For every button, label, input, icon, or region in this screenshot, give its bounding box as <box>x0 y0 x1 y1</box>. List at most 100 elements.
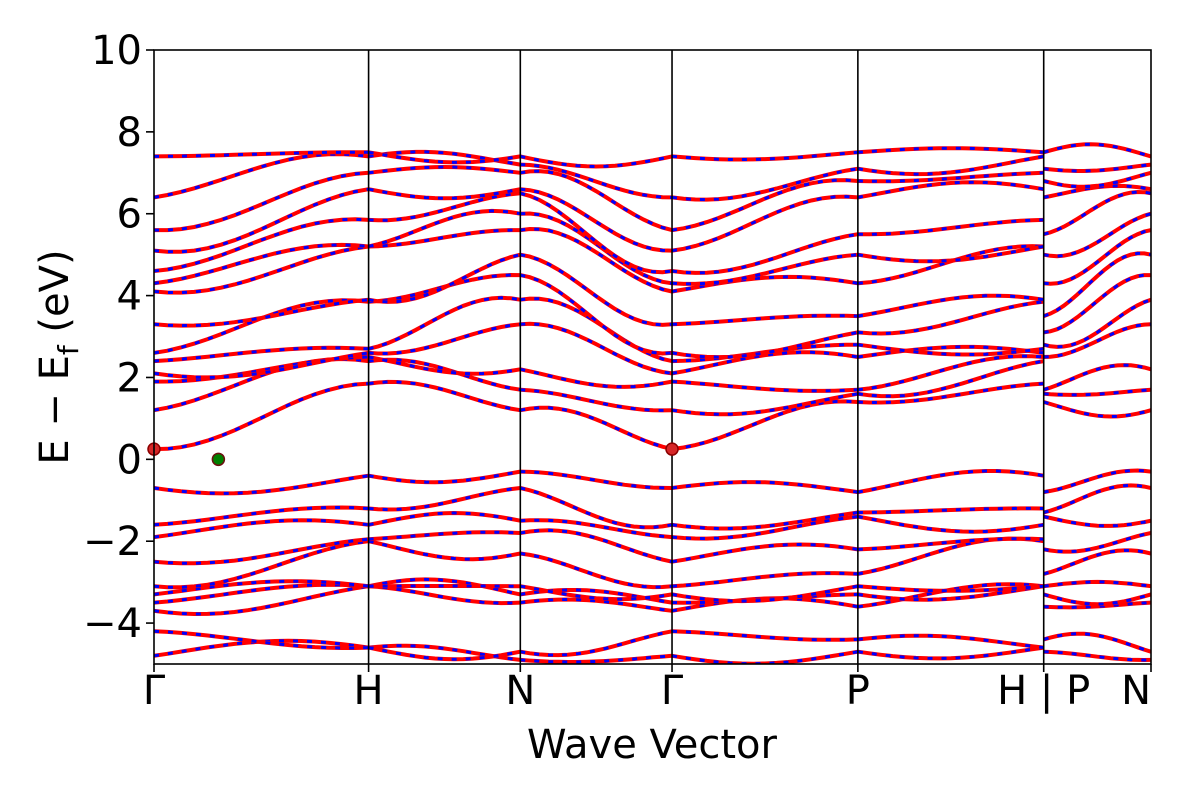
band-line-overlay <box>671 330 859 359</box>
band-line <box>519 629 673 658</box>
band-line-overlay <box>857 537 1044 576</box>
band-line <box>154 350 369 380</box>
band-line <box>154 150 369 159</box>
band-line <box>154 244 369 295</box>
x-tick-label: N <box>1121 668 1151 714</box>
band-line-overlay <box>1043 601 1151 609</box>
band-line-overlay <box>671 511 859 530</box>
band-line <box>520 321 673 376</box>
band-line-overlay <box>1043 163 1151 173</box>
band-line <box>154 629 369 650</box>
band-line-overlay <box>857 345 1044 359</box>
band-line <box>1043 251 1151 318</box>
band-line <box>368 510 521 527</box>
band-line <box>154 584 369 617</box>
band-line-overlay <box>368 577 521 596</box>
band-line <box>671 542 859 564</box>
band-line-overlay <box>671 195 859 253</box>
band-line-overlay <box>857 244 1044 285</box>
y-tick-label: 8 <box>117 110 142 156</box>
band-line <box>368 208 521 249</box>
band-line <box>154 345 369 364</box>
band-line-overlay <box>1043 388 1151 397</box>
band-line-overlay <box>368 539 521 561</box>
band-line-overlay <box>857 245 1044 263</box>
extrema-markers <box>147 442 679 467</box>
band-line-overlay <box>671 480 859 494</box>
band-line-overlay <box>671 392 859 416</box>
extremum-marker <box>211 452 226 467</box>
band-line <box>154 170 369 233</box>
y-tick-label: −4 <box>83 601 142 647</box>
band-line <box>368 295 521 351</box>
band-line-overlay <box>671 343 858 363</box>
y-tick-label: 2 <box>117 355 142 401</box>
x-axis-ticks: Γ H N Γ P H | P N <box>143 664 1152 714</box>
band-line-overlay <box>857 171 1044 183</box>
band-line-overlay <box>671 178 859 232</box>
band-line-overlay <box>1043 483 1151 514</box>
y-axis-title-subscript: f <box>52 344 85 355</box>
band-line-overlay <box>1043 580 1151 588</box>
y-tick-label: −2 <box>83 519 142 565</box>
band-line-overlay <box>520 322 673 375</box>
x-axis-title: Wave Vector <box>527 722 778 768</box>
band-line-overlay <box>520 187 673 253</box>
band-line-overlay <box>857 146 1044 154</box>
band-line <box>1043 142 1151 159</box>
band-line-overlay <box>671 275 859 293</box>
x-tick-label: Γ <box>143 668 166 714</box>
band-line-overlay <box>671 584 859 603</box>
band-line-overlay <box>519 273 673 356</box>
band-line <box>368 357 521 392</box>
band-line-overlay <box>671 399 858 451</box>
band-line-overlay <box>520 629 673 657</box>
x-tick-label: H | P <box>997 668 1090 714</box>
y-tick-label: 6 <box>117 192 142 238</box>
y-tick-label: 10 <box>91 28 142 74</box>
band-line-overlay <box>368 584 521 605</box>
band-line <box>857 514 1045 534</box>
band-line-overlay <box>520 470 673 490</box>
band-line <box>671 166 859 202</box>
band-line <box>154 187 369 254</box>
band-line-overlay <box>368 511 521 527</box>
band-line <box>857 469 1045 495</box>
band-line-overlay <box>1043 632 1151 654</box>
band-line-overlay <box>671 167 859 202</box>
band-line-overlay <box>671 232 859 275</box>
band-line <box>154 356 369 413</box>
band-line-overlay <box>671 314 858 326</box>
band-line <box>671 571 858 589</box>
band-line <box>671 178 859 233</box>
band-line <box>520 469 673 490</box>
band-line-overlay <box>857 584 1044 602</box>
band-line-overlay <box>1043 363 1151 392</box>
band-line <box>154 579 369 597</box>
band-line-overlay <box>520 654 673 664</box>
band-line-overlay <box>857 154 1044 176</box>
band-line-overlay <box>1043 322 1151 359</box>
x-tick-label: H <box>354 668 384 714</box>
band-line <box>154 582 369 605</box>
band-line <box>154 505 369 527</box>
band-line-overlay <box>857 218 1044 236</box>
band-line <box>1043 400 1151 419</box>
band-line <box>857 633 1044 650</box>
band-line-overlay <box>519 154 673 169</box>
band-line <box>857 180 1045 200</box>
band-line-overlay <box>1043 298 1151 349</box>
band-line-overlay <box>519 367 673 389</box>
bands-layer <box>154 142 1151 664</box>
band-line-overlay <box>1043 273 1151 334</box>
band-line-overlay <box>1043 548 1151 576</box>
band-line-overlay <box>671 629 858 642</box>
band-line-overlay <box>1043 171 1151 189</box>
band-line-overlay <box>368 358 521 392</box>
band-line-overlay <box>671 650 859 664</box>
band-line-overlay <box>520 253 673 327</box>
band-line-overlay <box>857 515 1044 534</box>
band-line-overlay <box>1043 650 1151 662</box>
band-line-overlay <box>671 150 859 161</box>
band-line-overlay <box>368 273 521 304</box>
